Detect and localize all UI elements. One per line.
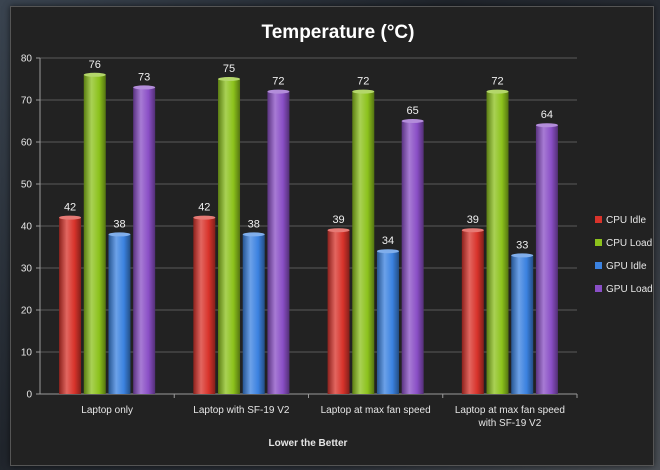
y-tick-label: 20	[21, 306, 33, 317]
y-tick-label: 60	[21, 138, 33, 149]
bar-cpu-load	[83, 74, 106, 395]
data-label: 42	[198, 202, 210, 214]
y-tick-label: 30	[21, 264, 33, 275]
data-label: 65	[407, 105, 419, 117]
category-label: with SF-19 V2	[477, 418, 541, 429]
bar-cpu-load	[352, 91, 375, 394]
data-label: 75	[223, 63, 235, 75]
bar-top	[59, 215, 82, 220]
bar-top	[376, 249, 399, 254]
bar-cpu-idle	[461, 230, 484, 394]
bar-top	[352, 89, 375, 94]
bar-gpu-load	[535, 125, 558, 394]
bar-gpu-load	[267, 91, 290, 394]
bar-cpu-load	[486, 91, 509, 394]
data-label: 72	[357, 76, 369, 88]
category-label: Laptop with SF-19 V2	[193, 405, 290, 416]
bar-top	[486, 89, 509, 94]
y-tick-label: 80	[21, 54, 33, 65]
data-label: 73	[138, 71, 150, 83]
bar-top	[83, 72, 106, 77]
legend-label: CPU Idle	[606, 215, 646, 226]
bar-top	[133, 85, 156, 90]
legend-label: CPU Load	[606, 238, 652, 249]
bar-top	[108, 232, 131, 237]
category-label: Laptop at max fan speed	[455, 405, 565, 416]
y-tick-label: 70	[21, 96, 33, 107]
y-tick-label: 50	[21, 180, 33, 191]
bar-top	[461, 228, 484, 233]
bar-top	[511, 253, 534, 258]
data-label: 38	[248, 218, 260, 230]
data-labels: 42 76 38 73 42 75 38 72 39 72 34 65 39 72 33 64	[64, 59, 553, 252]
legend-swatch	[595, 285, 602, 292]
bar-top	[242, 232, 265, 237]
data-label: 64	[541, 109, 553, 121]
data-label: 72	[491, 76, 503, 88]
chart-title: Temperature (°C)	[262, 22, 415, 43]
bar-top	[401, 119, 424, 123]
legend-swatch	[595, 239, 602, 246]
y-tick-label: 0	[26, 390, 32, 401]
bar-cpu-load	[218, 79, 241, 394]
legend-label: GPU Idle	[606, 261, 647, 272]
bar-gpu-idle	[242, 234, 265, 394]
bar-top	[535, 123, 558, 128]
data-label: 42	[64, 202, 76, 214]
data-label: 72	[272, 76, 284, 88]
bar-top	[327, 228, 350, 233]
bar-top	[193, 215, 216, 220]
bar-gpu-idle	[376, 251, 399, 394]
legend-label: GPU Load	[606, 284, 653, 295]
bar-gpu-idle	[511, 255, 534, 394]
category-label: Laptop at max fan speed	[321, 405, 431, 416]
y-tick-label: 10	[21, 348, 33, 359]
data-label: 39	[332, 214, 344, 226]
bar-cpu-idle	[59, 217, 82, 394]
bar-gpu-load	[401, 121, 424, 394]
data-label: 38	[113, 218, 125, 230]
data-label: 76	[89, 59, 101, 71]
data-label: 39	[467, 214, 479, 226]
bar-gpu-idle	[108, 234, 131, 394]
category-labels: Laptop only Laptop with SF-19 V2 Laptop at…	[81, 405, 565, 429]
legend: CPU Idle CPU Load GPU Idle GPU Load	[595, 215, 653, 295]
bar-cpu-idle	[327, 230, 350, 394]
x-axis-label: Lower the Better	[269, 438, 348, 449]
bars	[59, 72, 558, 395]
y-tick-label: 40	[21, 222, 33, 233]
legend-swatch	[595, 262, 602, 269]
bar-top	[267, 89, 290, 94]
bar-top	[218, 77, 241, 81]
data-label: 33	[516, 239, 528, 251]
bar-gpu-load	[133, 87, 156, 395]
bar-cpu-idle	[193, 217, 216, 394]
data-label: 34	[382, 235, 394, 247]
category-label: Laptop only	[81, 405, 133, 416]
legend-swatch	[595, 216, 602, 223]
